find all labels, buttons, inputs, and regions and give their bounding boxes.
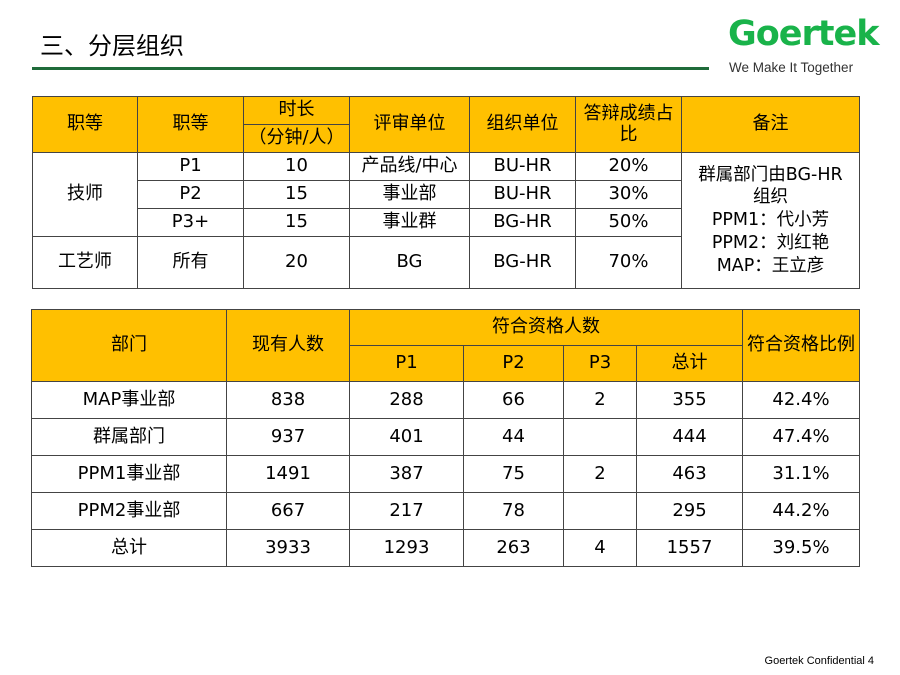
department-cell: MAP事业部 bbox=[31, 381, 227, 419]
header-qualified-headcount: 符合资格人数 bbox=[349, 309, 743, 346]
ratio-cell: 39.5% bbox=[742, 529, 860, 567]
org-unit-cell: BG-HR bbox=[469, 236, 576, 289]
p2-cell: 44 bbox=[463, 418, 564, 456]
p2-cell: 66 bbox=[463, 381, 564, 419]
table-row: PPM2事业部 667 217 78 295 44.2% bbox=[31, 492, 860, 530]
table-row: MAP事业部 838 288 66 2 355 42.4% bbox=[31, 381, 860, 419]
duration-cell: 15 bbox=[243, 180, 350, 209]
department-cell: PPM1事业部 bbox=[31, 455, 227, 493]
current-cell: 667 bbox=[226, 492, 350, 530]
review-unit-cell: 产品线/中心 bbox=[349, 152, 470, 181]
ratio-cell: 47.4% bbox=[742, 418, 860, 456]
level-title-cell: 工艺师 bbox=[32, 236, 138, 289]
level-cell: 所有 bbox=[137, 236, 244, 289]
p3-cell bbox=[563, 418, 637, 456]
header-duration: 时长 bbox=[243, 96, 350, 125]
duration-cell: 10 bbox=[243, 152, 350, 181]
p3-cell bbox=[563, 492, 637, 530]
note-line: 组织 bbox=[753, 187, 788, 208]
p1-cell: 217 bbox=[349, 492, 464, 530]
ratio-cell: 50% bbox=[575, 208, 682, 237]
ratio-cell: 44.2% bbox=[742, 492, 860, 530]
ratio-cell: 70% bbox=[575, 236, 682, 289]
table-row: 群属部门 937 401 44 444 47.4% bbox=[31, 418, 860, 456]
department-cell: 总计 bbox=[31, 529, 227, 567]
notes-cell: 群属部门由BG-HR 组织 PPM1：代小芳 PPM2：刘红艳 MAP：王立彦 bbox=[681, 152, 860, 289]
header-department: 部门 bbox=[31, 309, 227, 382]
p2-cell: 78 bbox=[463, 492, 564, 530]
header-duration-unit: （分钟/人） bbox=[243, 124, 350, 153]
level-title-cell: 技师 bbox=[32, 152, 138, 237]
ratio-cell: 31.1% bbox=[742, 455, 860, 493]
department-cell: PPM2事业部 bbox=[31, 492, 227, 530]
title-divider bbox=[32, 67, 709, 70]
p2-cell: 75 bbox=[463, 455, 564, 493]
p1-cell: 401 bbox=[349, 418, 464, 456]
org-unit-cell: BU-HR bbox=[469, 152, 576, 181]
org-unit-cell: BG-HR bbox=[469, 208, 576, 237]
total-cell: 444 bbox=[636, 418, 743, 456]
page-title: 三、分层组织 bbox=[40, 32, 184, 60]
brand-tagline: We Make It Together bbox=[729, 60, 854, 75]
total-cell: 1557 bbox=[636, 529, 743, 567]
header-defense-ratio: 答辩成绩占比 bbox=[575, 96, 682, 153]
header-level: 职等 bbox=[137, 96, 244, 153]
p3-cell: 4 bbox=[563, 529, 637, 567]
level-cell: P1 bbox=[137, 152, 244, 181]
note-line: MAP：王立彦 bbox=[716, 255, 825, 276]
department-cell: 群属部门 bbox=[31, 418, 227, 456]
p3-cell: 2 bbox=[563, 381, 637, 419]
table-row: 技师 P1 10 产品线/中心 BU-HR 20% 群属部门由BG-HR 组织 … bbox=[32, 152, 860, 289]
ratio-cell: 42.4% bbox=[742, 381, 860, 419]
total-cell: 463 bbox=[636, 455, 743, 493]
header-review-unit: 评审单位 bbox=[349, 96, 470, 153]
total-cell: 355 bbox=[636, 381, 743, 419]
p1-cell: 288 bbox=[349, 381, 464, 419]
current-cell: 838 bbox=[226, 381, 350, 419]
total-cell: 295 bbox=[636, 492, 743, 530]
header-p1: P1 bbox=[349, 345, 464, 382]
header-total: 总计 bbox=[636, 345, 743, 382]
ratio-cell: 20% bbox=[575, 152, 682, 181]
note-line: PPM1：代小芳 bbox=[711, 210, 830, 231]
header-level-title: 职等 bbox=[32, 96, 138, 153]
header-notes: 备注 bbox=[681, 96, 860, 153]
table-row: P3+ 15 事业群 BG-HR 50% bbox=[33, 208, 860, 237]
review-organization-table: 职等 职等 时长 评审单位 组织单位 答辩成绩占比 备注 （分钟/人） 技师 P… bbox=[32, 96, 860, 289]
table-row: PPM1事业部 1491 387 75 2 463 31.1% bbox=[31, 455, 860, 493]
note-line: 群属部门由BG-HR bbox=[698, 164, 843, 185]
review-unit-cell: 事业部 bbox=[349, 180, 470, 209]
p1-cell: 1293 bbox=[349, 529, 464, 567]
note-line: PPM2：刘红艳 bbox=[711, 232, 830, 253]
ratio-cell: 30% bbox=[575, 180, 682, 209]
header-current-headcount: 现有人数 bbox=[226, 309, 350, 382]
p3-cell: 2 bbox=[563, 455, 637, 493]
p2-cell: 263 bbox=[463, 529, 564, 567]
current-cell: 937 bbox=[226, 418, 350, 456]
review-unit-cell: BG bbox=[349, 236, 470, 289]
footer-confidential: Goertek Confidential 4 bbox=[764, 655, 874, 667]
goertek-logo: Goertek bbox=[728, 14, 880, 54]
duration-cell: 20 bbox=[243, 236, 350, 289]
level-cell: P2 bbox=[137, 180, 244, 209]
table-row: 工艺师 所有 20 BG BG-HR 70% bbox=[32, 236, 860, 289]
header-p2: P2 bbox=[463, 345, 564, 382]
review-unit-cell: 事业群 bbox=[349, 208, 470, 237]
table-row: P2 15 事业部 BU-HR 30% bbox=[33, 180, 860, 209]
current-cell: 3933 bbox=[226, 529, 350, 567]
header-qualified-ratio: 符合资格比例 bbox=[742, 309, 860, 382]
duration-cell: 15 bbox=[243, 208, 350, 237]
qualified-headcount-table: 部门 现有人数 符合资格人数 符合资格比例 P1 P2 P3 总计 MAP事业部… bbox=[31, 309, 860, 567]
level-cell: P3+ bbox=[137, 208, 244, 237]
org-unit-cell: BU-HR bbox=[469, 180, 576, 209]
p1-cell: 387 bbox=[349, 455, 464, 493]
header-org-unit: 组织单位 bbox=[469, 96, 576, 153]
table-row-total: 总计 3933 1293 263 4 1557 39.5% bbox=[31, 529, 860, 567]
header-p3: P3 bbox=[563, 345, 637, 382]
current-cell: 1491 bbox=[226, 455, 350, 493]
